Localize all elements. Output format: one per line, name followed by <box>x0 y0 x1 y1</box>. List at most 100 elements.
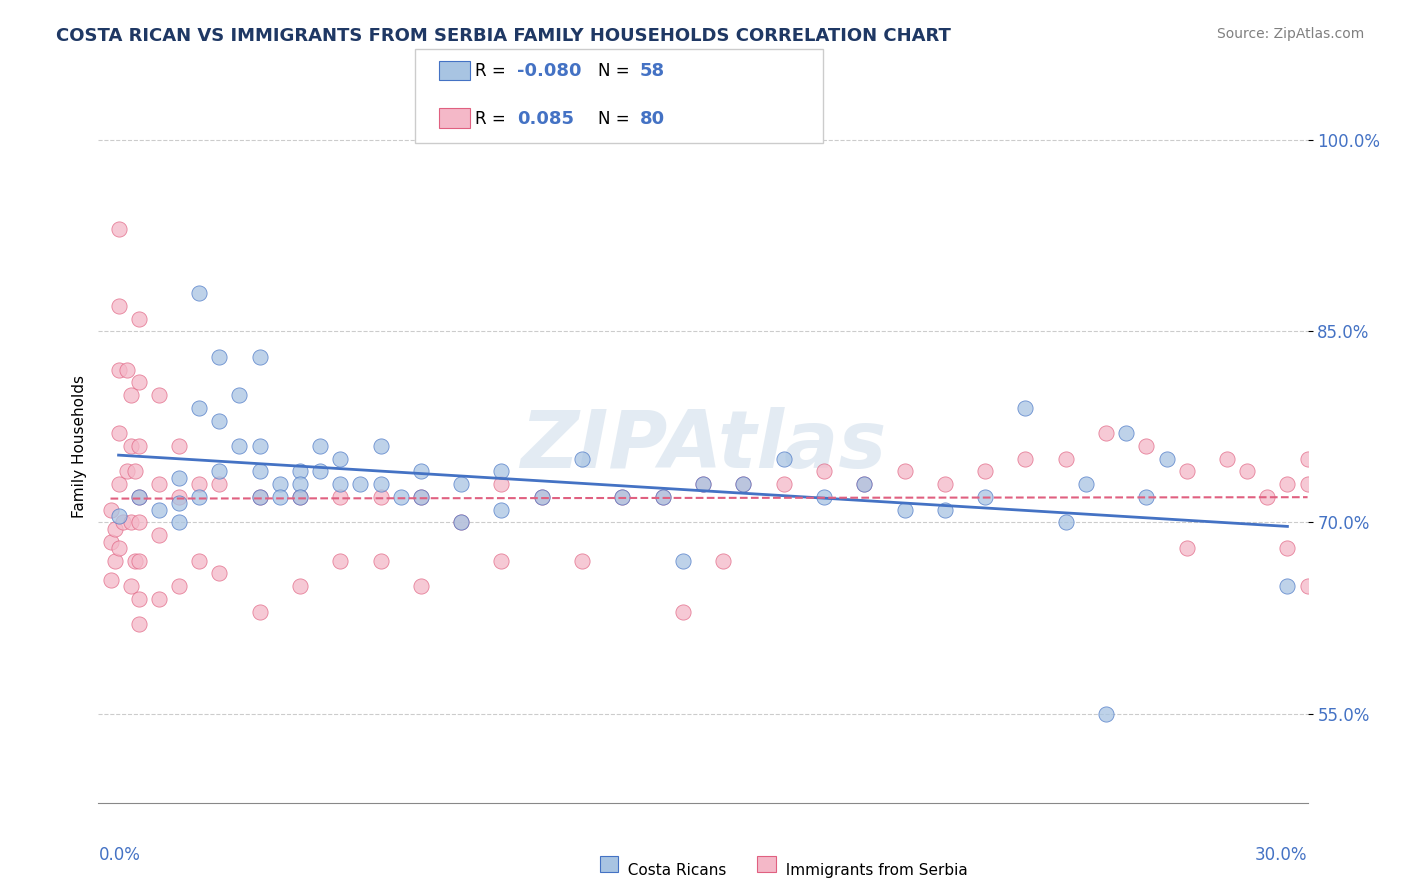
Point <box>1277 477 1299 491</box>
Point <box>491 477 513 491</box>
Point <box>107 477 129 491</box>
Point <box>672 605 695 619</box>
Point <box>188 490 211 504</box>
Point <box>530 490 553 504</box>
Point <box>389 490 412 504</box>
Point <box>120 439 142 453</box>
Point <box>167 471 190 485</box>
Point <box>128 516 150 530</box>
Text: -0.080: -0.080 <box>517 62 582 80</box>
Point <box>450 516 472 530</box>
Point <box>107 426 129 441</box>
Point <box>813 490 835 504</box>
Point <box>370 439 392 453</box>
Point <box>1296 579 1319 593</box>
Point <box>115 465 138 479</box>
Point <box>188 554 211 568</box>
Point <box>1175 541 1198 555</box>
Point <box>329 451 352 466</box>
Point <box>120 516 142 530</box>
Point <box>1296 477 1319 491</box>
Point <box>1054 451 1077 466</box>
Point <box>128 490 150 504</box>
Point <box>249 465 271 479</box>
Point <box>148 477 170 491</box>
Point <box>1236 465 1258 479</box>
Point <box>128 617 150 632</box>
Point <box>934 477 956 491</box>
Point <box>491 465 513 479</box>
Point <box>103 554 125 568</box>
Point <box>1156 451 1178 466</box>
Point <box>128 554 150 568</box>
Point <box>571 554 593 568</box>
Point <box>974 465 997 479</box>
Point <box>188 286 211 301</box>
Point <box>772 451 794 466</box>
Point <box>228 388 250 402</box>
Point <box>249 439 271 453</box>
FancyBboxPatch shape <box>758 856 776 872</box>
Point <box>249 490 271 504</box>
Point <box>148 388 170 402</box>
Point <box>853 477 876 491</box>
Point <box>249 605 271 619</box>
Point <box>1277 579 1299 593</box>
Point <box>208 566 231 581</box>
Point <box>208 477 231 491</box>
Point <box>288 579 311 593</box>
Text: 0.0%: 0.0% <box>98 846 141 863</box>
Point <box>1135 439 1157 453</box>
Text: 80: 80 <box>640 110 665 128</box>
Point <box>188 401 211 415</box>
Point <box>128 311 150 326</box>
Point <box>100 573 122 587</box>
Point <box>124 465 146 479</box>
Point <box>208 413 231 427</box>
Point <box>148 528 170 542</box>
Point <box>329 554 352 568</box>
Point <box>813 465 835 479</box>
Text: 0.085: 0.085 <box>517 110 575 128</box>
Point <box>208 350 231 364</box>
Text: 58: 58 <box>640 62 665 80</box>
Point <box>711 554 734 568</box>
Point <box>1256 490 1278 504</box>
Text: R =: R = <box>475 110 506 128</box>
Point <box>269 490 291 504</box>
Point <box>107 222 129 236</box>
Point <box>288 477 311 491</box>
Point <box>370 490 392 504</box>
Point <box>530 490 553 504</box>
Text: COSTA RICAN VS IMMIGRANTS FROM SERBIA FAMILY HOUSEHOLDS CORRELATION CHART: COSTA RICAN VS IMMIGRANTS FROM SERBIA FA… <box>56 27 950 45</box>
Point <box>651 490 673 504</box>
Point <box>733 477 755 491</box>
Point <box>188 477 211 491</box>
Point <box>128 591 150 606</box>
Point <box>329 490 352 504</box>
Point <box>115 362 138 376</box>
Text: R =: R = <box>475 62 506 80</box>
Point <box>1296 451 1319 466</box>
Point <box>103 522 125 536</box>
Point <box>107 509 129 524</box>
Point <box>167 496 190 510</box>
Y-axis label: Family Households: Family Households <box>72 375 87 517</box>
Text: Source: ZipAtlas.com: Source: ZipAtlas.com <box>1216 27 1364 41</box>
Point <box>249 350 271 364</box>
Point <box>148 591 170 606</box>
Point <box>672 554 695 568</box>
Point <box>128 490 150 504</box>
Point <box>309 465 332 479</box>
Point <box>288 490 311 504</box>
Point <box>167 490 190 504</box>
Text: 30.0%: 30.0% <box>1256 846 1308 863</box>
Point <box>249 490 271 504</box>
Point <box>450 516 472 530</box>
Point <box>124 554 146 568</box>
Point <box>692 477 714 491</box>
Text: ZIPAtlas: ZIPAtlas <box>520 407 886 485</box>
Point <box>409 490 432 504</box>
Point <box>612 490 634 504</box>
Point <box>1095 426 1118 441</box>
